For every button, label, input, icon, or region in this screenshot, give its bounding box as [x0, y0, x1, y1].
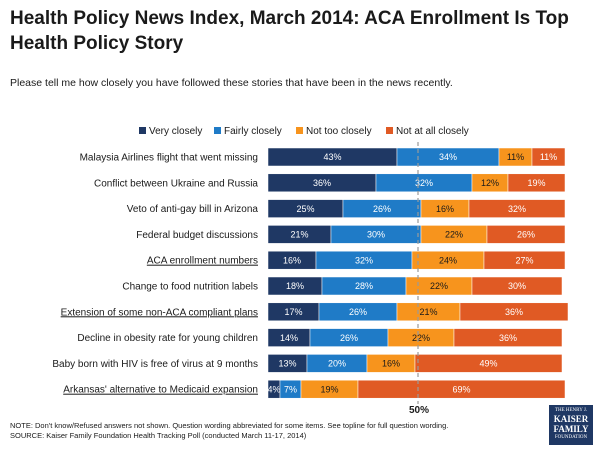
data-label-fairly-closely-6: 28%: [355, 281, 373, 291]
legend-label-not-at-all-closely: Not at all closely: [396, 126, 469, 137]
category-label-baby-born-with-hiv-is-free-of-virus-at-9-months: Baby born with HIV is free of virus at 9…: [52, 359, 258, 370]
data-label-not-too-closely-10: 19%: [320, 384, 338, 394]
legend-label-fairly-closely: Fairly closely: [224, 126, 282, 137]
data-label-not-too-closely-9: 16%: [382, 359, 400, 369]
footnote-note: NOTE: Don't know/Refused answers not sho…: [10, 421, 449, 430]
data-label-fairly-closely-10: 7%: [284, 384, 297, 394]
legend-label-not-too-closely: Not too closely: [306, 126, 372, 137]
data-label-not-at-all-closely-10: 69%: [452, 384, 470, 394]
footnote: NOTE: Don't know/Refused answers not sho…: [10, 421, 530, 441]
bar-not-at-all-closely-1: [531, 147, 566, 167]
data-label-very-closely-8: 14%: [280, 333, 298, 343]
data-label-not-at-all-closely-1: 11%: [540, 152, 557, 162]
category-label-decline-in-obesity-rate-for-young-children: Decline in obesity rate for young childr…: [77, 333, 258, 344]
category-label-federal-budget-discussions: Federal budget discussions: [136, 230, 258, 241]
bar-not-at-all-closely-7: [459, 302, 569, 322]
category-label-arkansas-alternative-to-medicaid-expansion: Arkansas' alternative to Medicaid expans…: [63, 385, 258, 396]
data-label-very-closely-1: 43%: [323, 152, 341, 162]
data-label-not-at-all-closely-3: 32%: [508, 204, 526, 214]
data-label-fairly-closely-8: 26%: [340, 333, 358, 343]
logo-line3: FOUNDATION: [554, 435, 588, 440]
data-label-very-closely-7: 17%: [284, 307, 302, 317]
data-label-not-too-closely-3: 16%: [436, 204, 454, 214]
legend-swatch-not-at-all-closely: [386, 127, 393, 134]
logo-line1: THE HENRY J.: [554, 408, 588, 413]
data-label-not-at-all-closely-2: 19%: [527, 178, 545, 188]
data-label-very-closely-2: 36%: [313, 178, 331, 188]
data-label-not-too-closely-7: 21%: [419, 307, 437, 317]
data-label-not-at-all-closely-4: 26%: [517, 230, 535, 240]
data-label-very-closely-9: 13%: [278, 359, 296, 369]
data-label-not-too-closely-6: 22%: [430, 281, 448, 291]
legend-item-fairly-closely: Fairly closely: [214, 126, 282, 137]
logo-line2a: KAISER: [553, 414, 589, 424]
data-label-very-closely-4: 21%: [290, 230, 308, 240]
legend-label-very-closely: Very closely: [149, 126, 203, 137]
category-label-extension-of-some-non-aca-compliant-plans: Extension of some non-ACA compliant plan…: [61, 307, 258, 318]
bar-not-at-all-closely-4: [486, 225, 566, 244]
data-label-fairly-closely-3: 26%: [373, 204, 391, 214]
data-label-not-at-all-closely-5: 27%: [515, 255, 533, 265]
legend-swatch-not-too-closely: [296, 127, 303, 134]
bar-not-at-all-closely-10: [357, 379, 566, 399]
data-label-very-closely-5: 16%: [283, 255, 301, 265]
data-label-not-at-all-closely-9: 49%: [479, 359, 497, 369]
category-label-veto-of-anti-gay-bill-in-arizona: Veto of anti-gay bill in Arizona: [127, 204, 259, 215]
fifty-percent-label: 50%: [408, 405, 429, 416]
data-label-very-closely-10: 4%: [267, 384, 280, 394]
kff-logo: THE HENRY J. KAISER FAMILY FOUNDATION: [549, 405, 593, 445]
data-label-not-at-all-closely-6: 30%: [508, 281, 526, 291]
legend-item-not-too-closely: Not too closely: [296, 126, 372, 137]
data-label-fairly-closely-7: 26%: [349, 307, 367, 317]
legend: Very closely Fairly closely Not too clos…: [0, 126, 600, 140]
data-label-not-too-closely-2: 12%: [481, 178, 499, 188]
bar-not-at-all-closely-8: [453, 328, 563, 347]
data-label-not-at-all-closely-8: 36%: [499, 333, 517, 343]
data-label-very-closely-3: 25%: [296, 204, 314, 214]
category-label-change-to-food-nutrition-labels: Change to food nutrition labels: [122, 282, 258, 293]
bar-not-at-all-closely-3: [468, 199, 566, 218]
data-label-fairly-closely-5: 32%: [355, 255, 373, 265]
data-label-not-too-closely-4: 22%: [445, 230, 463, 240]
logo-line2b: FAMILY: [553, 424, 589, 434]
data-label-very-closely-6: 18%: [286, 281, 304, 291]
data-label-fairly-closely-1: 34%: [439, 152, 457, 162]
data-label-not-at-all-closely-7: 36%: [505, 307, 523, 317]
bar-not-at-all-closely-5: [483, 250, 566, 270]
chart-title: Health Policy News Index, March 2014: AC…: [10, 8, 569, 54]
category-label-aca-enrollment-numbers: ACA enrollment numbers: [147, 256, 258, 267]
data-label-not-too-closely-1: 11%: [507, 152, 524, 162]
data-label-fairly-closely-4: 30%: [367, 230, 385, 240]
category-label-conflict-between-ukraine-and-russia: Conflict between Ukraine and Russia: [94, 178, 258, 189]
data-label-fairly-closely-9: 20%: [328, 359, 346, 369]
data-label-not-too-closely-5: 24%: [439, 255, 457, 265]
bar-not-at-all-closely-9: [414, 354, 563, 373]
footnote-source: SOURCE: Kaiser Family Foundation Health …: [10, 431, 307, 440]
data-label-fairly-closely-2: 32%: [415, 178, 433, 188]
category-label-malaysia-airlines-flight-that-went-missing: Malaysia Airlines flight that went missi…: [80, 153, 258, 164]
bar-not-at-all-closely-2: [507, 173, 566, 193]
bar-not-at-all-closely-6: [471, 276, 563, 296]
data-label-not-too-closely-8: 22%: [412, 333, 430, 343]
chart-subtitle: Please tell me how closely you have foll…: [10, 77, 453, 89]
legend-item-very-closely: Very closely: [139, 126, 202, 137]
legend-swatch-fairly-closely: [214, 127, 221, 134]
legend-item-not-at-all-closely: Not at all closely: [386, 126, 469, 137]
legend-swatch-very-closely: [139, 127, 146, 134]
